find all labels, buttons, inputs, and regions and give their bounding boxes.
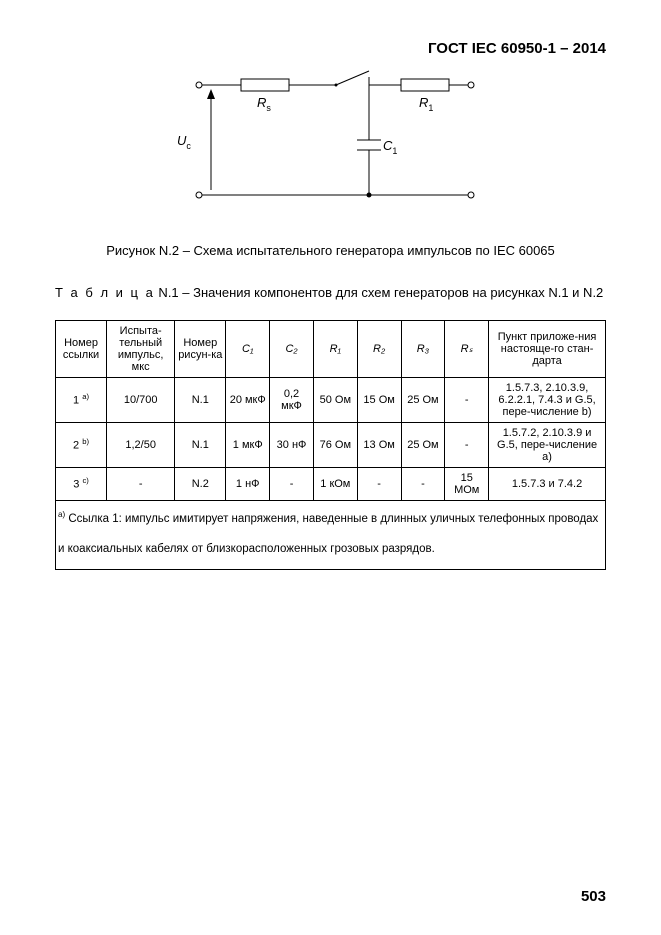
- th-c2: C₂: [270, 320, 314, 377]
- cell-c2: -: [270, 467, 314, 500]
- th-ref: Номер ссылки: [56, 320, 107, 377]
- page-number: 503: [581, 888, 606, 905]
- th-r2: R₂: [357, 320, 401, 377]
- th-c1: C₁: [226, 320, 270, 377]
- table-footnote-row: a) Ссылка 1: импульс имитирует напряжени…: [56, 500, 606, 569]
- label-rs: R: [257, 95, 266, 110]
- cell-r2: 15 Ом: [357, 377, 401, 422]
- cell-r2: -: [357, 467, 401, 500]
- circuit-diagram: Uc Rs R1 C1: [171, 65, 491, 215]
- table-row: 3 c) - N.2 1 нФ - 1 кОм - - 15 МОм 1.5.7…: [56, 467, 606, 500]
- table-title-text: N.1 – Значения компонентов для схем гене…: [155, 285, 603, 300]
- cell-impulse: 10/700: [107, 377, 175, 422]
- cell-ref: 1 a): [56, 377, 107, 422]
- cell-c1: 1 нФ: [226, 467, 270, 500]
- components-table: Номер ссылки Испыта-тельный импульс, мкс…: [55, 320, 606, 570]
- table-title-prefix: Т а б л и ц а: [55, 285, 155, 300]
- th-r3: R₃: [401, 320, 445, 377]
- cell-ref: 2 b): [56, 422, 107, 467]
- svg-text:Rs: Rs: [257, 95, 271, 113]
- svg-text:R1: R1: [419, 95, 433, 113]
- cell-rs: 15 МОм: [445, 467, 489, 500]
- cell-c2: 0,2 мкФ: [270, 377, 314, 422]
- cell-c1: 1 мкФ: [226, 422, 270, 467]
- label-r1: R: [419, 95, 428, 110]
- cell-rs: -: [445, 377, 489, 422]
- label-uc-sub: c: [186, 141, 191, 151]
- cell-r3: -: [401, 467, 445, 500]
- th-impulse: Испыта-тельный импульс, мкс: [107, 320, 175, 377]
- th-rs: Rₛ: [445, 320, 489, 377]
- cell-r1: 1 кОм: [313, 467, 357, 500]
- cell-ref: 3 c): [56, 467, 107, 500]
- table-title: Т а б л и ц а N.1 – Значения компонентов…: [55, 276, 606, 310]
- cell-fig: N.1: [175, 422, 226, 467]
- cell-impulse: -: [107, 467, 175, 500]
- cell-c2: 30 нФ: [270, 422, 314, 467]
- label-rs-sub: s: [266, 103, 271, 113]
- cell-fig: N.1: [175, 377, 226, 422]
- cell-c1: 20 мкФ: [226, 377, 270, 422]
- document-header: ГОСТ IEC 60950-1 – 2014: [55, 40, 606, 57]
- cell-rs: -: [445, 422, 489, 467]
- th-r1: R₁: [313, 320, 357, 377]
- cell-r1: 76 Ом: [313, 422, 357, 467]
- table-row: 1 a) 10/700 N.1 20 мкФ 0,2 мкФ 50 Ом 15 …: [56, 377, 606, 422]
- cell-clause: 1.5.7.3, 2.10.3.9, 6.2.2.1, 7.4.3 и G.5,…: [489, 377, 606, 422]
- cell-clause: 1.5.7.3 и 7.4.2: [489, 467, 606, 500]
- table-header-row: Номер ссылки Испыта-тельный импульс, мкс…: [56, 320, 606, 377]
- svg-text:Uc: Uc: [177, 133, 191, 151]
- cell-impulse: 1,2/50: [107, 422, 175, 467]
- th-clause: Пункт приложе-ния настояще-го стан-дарта: [489, 320, 606, 377]
- figure-caption: Рисунок N.2 – Схема испытательного генер…: [55, 243, 606, 258]
- svg-text:C1: C1: [383, 138, 397, 156]
- cell-r3: 25 Ом: [401, 422, 445, 467]
- cell-r3: 25 Ом: [401, 377, 445, 422]
- footnote-text: Ссылка 1: импульс имитирует напряжения, …: [58, 513, 598, 555]
- table-row: 2 b) 1,2/50 N.1 1 мкФ 30 нФ 76 Ом 13 Ом …: [56, 422, 606, 467]
- cell-clause: 1.5.7.2, 2.10.3.9 и G.5, пере-числение a…: [489, 422, 606, 467]
- cell-r1: 50 Ом: [313, 377, 357, 422]
- th-fig: Номер рисун-ка: [175, 320, 226, 377]
- label-r1-sub: 1: [428, 103, 433, 113]
- cell-r2: 13 Ом: [357, 422, 401, 467]
- cell-fig: N.2: [175, 467, 226, 500]
- label-c1-sub: 1: [392, 146, 397, 156]
